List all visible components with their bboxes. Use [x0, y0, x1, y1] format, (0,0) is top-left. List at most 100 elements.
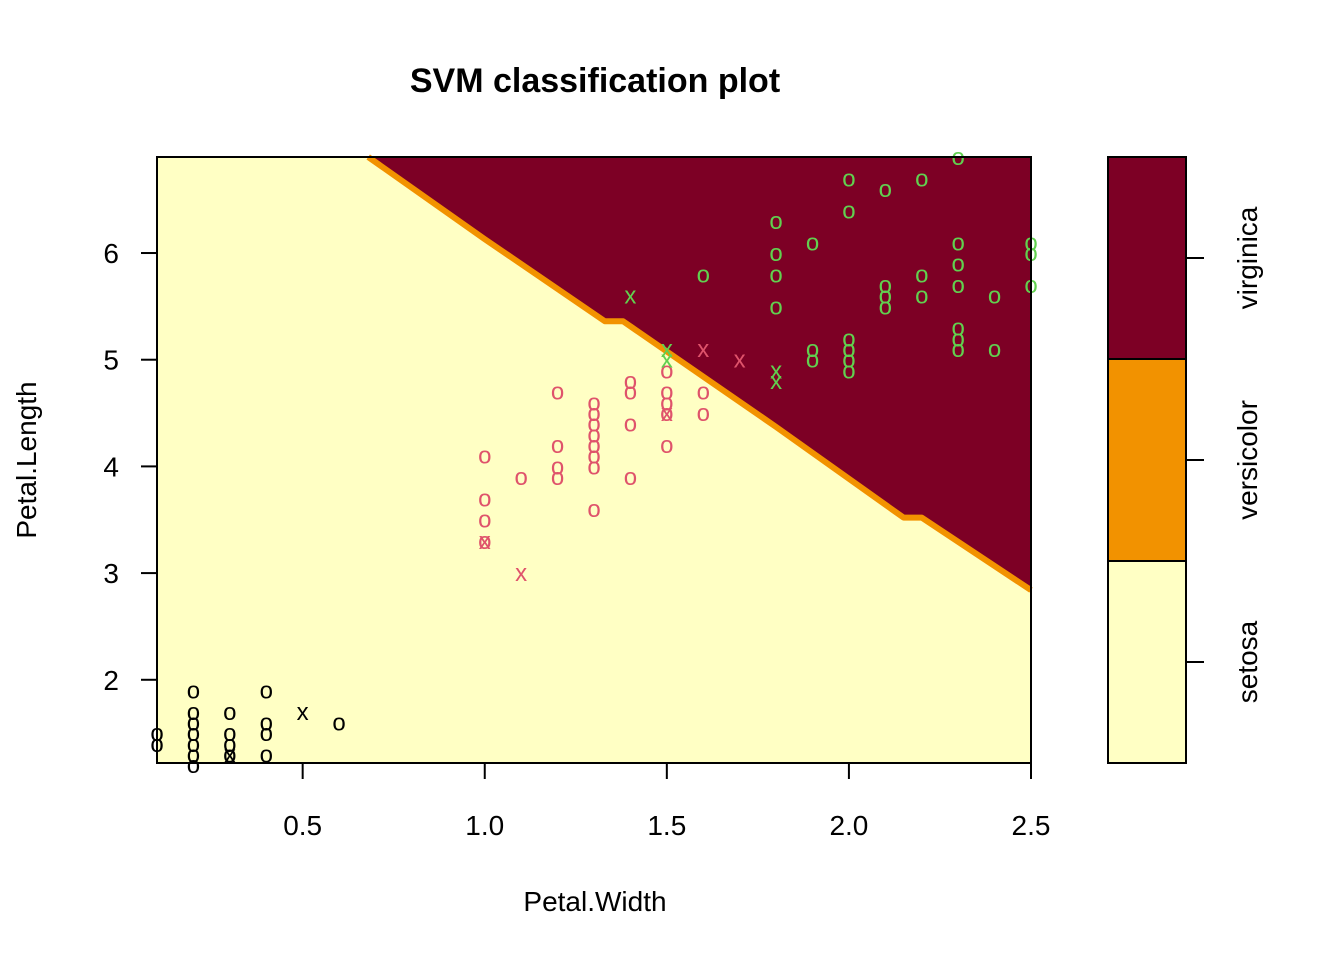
virginica-point-observation: o [769, 293, 782, 320]
versicolor-point-observation: o [587, 443, 600, 470]
versicolor-point-observation: o [660, 389, 673, 416]
y-axis: 2 3 4 5 6 [103, 238, 158, 696]
versicolor-point-observation: o [587, 421, 600, 448]
x-tick-label: 2.5 [1012, 810, 1051, 841]
setosa-point-observation: o [260, 677, 273, 704]
virginica-point-observation: o [951, 251, 964, 278]
virginica-point-support-vector: x [770, 357, 782, 384]
versicolor-point-support-vector: x [697, 336, 709, 363]
versicolor-point-observation: o [478, 528, 491, 555]
class-legend: setosa versicolor virginica [1107, 156, 1263, 764]
versicolor-point-observation: o [587, 400, 600, 427]
virginica-point-observation: o [951, 325, 964, 352]
setosa-point-observation: o [332, 709, 345, 736]
virginica-point-support-vector: x [661, 347, 673, 374]
versicolor-point-observation: o [551, 379, 564, 406]
versicolor-point-support-vector: x [515, 560, 527, 587]
virginica-point-observation: o [951, 336, 964, 363]
virginica-point-observation: o [806, 229, 819, 256]
x-tick-label: 1.5 [647, 810, 686, 841]
virginica-point-observation: o [879, 272, 892, 299]
setosa-point-observation: o [223, 699, 236, 726]
versicolor-point-observation: o [697, 379, 710, 406]
chart-title: SVM classification plot [410, 62, 780, 100]
setosa-point-observation: o [223, 720, 236, 747]
setosa-point-support-vector: x [297, 699, 309, 726]
virginica-point-support-vector: x [661, 336, 673, 363]
virginica-point-observation: o [842, 357, 855, 384]
decision-boundary-line [366, 154, 1033, 593]
virginica-point-observation: o [806, 336, 819, 363]
versicolor-point-observation: o [660, 379, 673, 406]
versicolor-point-support-vector: x [479, 528, 491, 555]
versicolor-point-observation: o [514, 464, 527, 491]
versicolor-point-observation: o [587, 453, 600, 480]
virginica-point-observation: o [915, 165, 928, 192]
legend-swatch-virginica [1107, 156, 1187, 360]
setosa-point-observation: o [187, 699, 200, 726]
y-tick-label: 3 [103, 558, 119, 589]
virginica-point-observation: o [915, 283, 928, 310]
legend-label-versicolor: versicolor [1232, 400, 1263, 520]
setosa-point-observation: o [187, 752, 200, 779]
setosa-point-support-vector: x [224, 741, 236, 768]
versicolor-point-observation: o [624, 368, 637, 395]
versicolor-point-observation: o [660, 432, 673, 459]
x-axis: 0.5 1.0 1.5 2.0 2.5 [283, 762, 1051, 841]
versicolor-point-observation: o [551, 464, 564, 491]
virginica-point-observation: o [842, 336, 855, 363]
virginica-point-observation: o [879, 283, 892, 310]
legend-swatch-setosa [1107, 560, 1187, 764]
versicolor-point-observation: o [551, 432, 564, 459]
y-tick-label: 5 [103, 345, 119, 376]
versicolor-point-observation: o [697, 400, 710, 427]
virginica-point-observation: o [697, 261, 710, 288]
virginica-point-observation: o [842, 197, 855, 224]
versicolor-point-observation: o [587, 389, 600, 416]
virginica-point-observation: o [769, 208, 782, 235]
setosa-point-observation: o [223, 731, 236, 758]
virginica-point-observation: o [915, 261, 928, 288]
x-axis-label: Petal.Width [523, 886, 666, 917]
legend-label-virginica: virginica [1232, 206, 1263, 309]
virginica-point-observation: o [879, 176, 892, 203]
legend-swatch-versicolor [1107, 358, 1187, 562]
versicolor-point-observation: o [624, 464, 637, 491]
legend-label-setosa: setosa [1232, 620, 1263, 703]
versicolor-point-support-vector: x [734, 347, 746, 374]
virginica-point-support-vector: x [770, 368, 782, 395]
versicolor-point-observation: o [478, 485, 491, 512]
setosa-point-observation: o [187, 720, 200, 747]
virginica-point-observation: o [988, 283, 1001, 310]
y-tick-label: 6 [103, 238, 119, 269]
versicolor-point-observation: o [660, 357, 673, 384]
versicolor-point-observation: o [478, 443, 491, 470]
virginica-point-observation: o [842, 325, 855, 352]
virginica-point-observation: o [842, 165, 855, 192]
virginica-point-observation: o [879, 293, 892, 320]
y-tick-label: 2 [103, 665, 119, 696]
versicolor-point-observation: o [624, 379, 637, 406]
virginica-point-observation: o [988, 336, 1001, 363]
y-axis-label: Petal.Length [11, 381, 42, 538]
y-tick-label: 4 [103, 451, 119, 482]
virginica-point-observation: o [951, 315, 964, 342]
versicolor-point-observation: o [660, 400, 673, 427]
setosa-point-observation: o [187, 731, 200, 758]
setosa-point-observation: o [187, 677, 200, 704]
setosa-point-observation: o [187, 741, 200, 768]
setosa-point-observation: o [223, 741, 236, 768]
virginica-point-observation: o [951, 272, 964, 299]
x-tick-label: 0.5 [283, 810, 322, 841]
versicolor-point-support-vector: x [661, 400, 673, 427]
setosa-point-observation: o [260, 741, 273, 768]
x-tick-label: 1.0 [465, 810, 504, 841]
virginica-point-support-vector: x [624, 283, 636, 310]
virginica-point-observation: o [806, 347, 819, 374]
versicolor-point-observation: o [587, 496, 600, 523]
virginica-point-observation: o [769, 261, 782, 288]
versicolor-point-observation: o [551, 453, 564, 480]
